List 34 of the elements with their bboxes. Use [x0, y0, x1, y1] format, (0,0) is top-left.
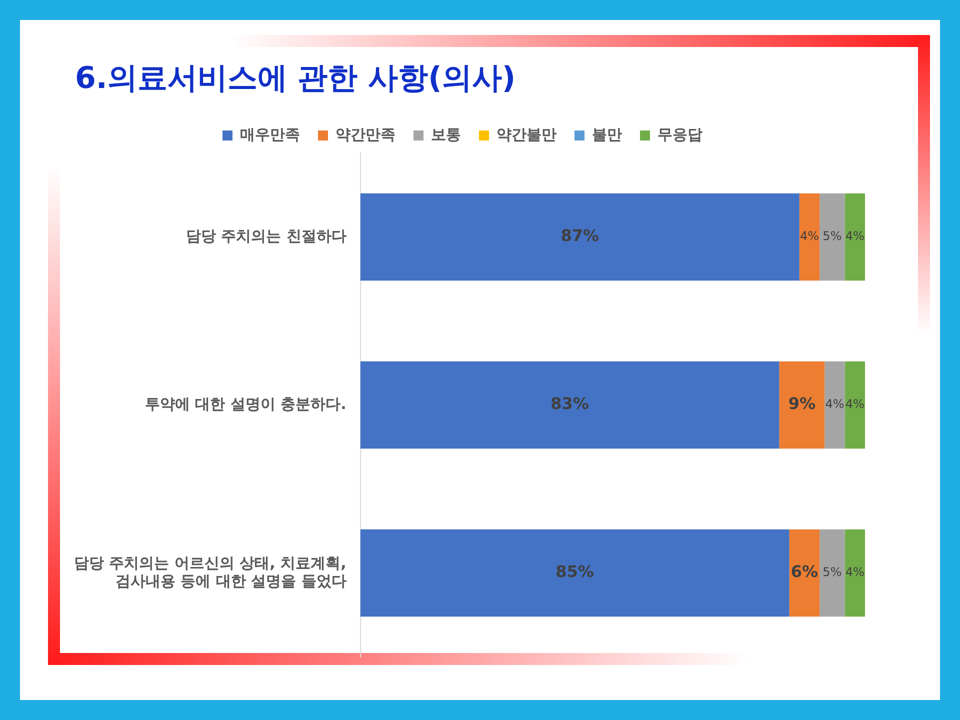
data-label: 9%: [788, 394, 816, 414]
data-label: 85%: [556, 562, 594, 582]
bar: [360, 361, 780, 449]
legend-label: 약간만족: [336, 125, 396, 144]
y-tick-label: 담당 주치의는 어르신의 상태, 치료계획, 검사내용 등에 대한 설명을 들었다: [74, 554, 346, 590]
bar: [844, 361, 865, 449]
data-label: 4%: [845, 229, 864, 244]
bar: [820, 193, 845, 281]
data-label: 4%: [800, 229, 820, 244]
chart-title: 6.의료서비스에 관한 사항(의사): [75, 60, 516, 98]
data-label: 4%: [825, 397, 844, 412]
bar: [360, 193, 800, 281]
data-label: 83%: [550, 394, 589, 414]
legend-label: 약간불만: [496, 125, 556, 144]
legend-label: 보통: [431, 125, 461, 144]
legend-label: 불만: [592, 125, 622, 144]
legend-label: 무응답: [658, 125, 702, 144]
data-label: 4%: [845, 565, 864, 580]
bar: [844, 193, 865, 281]
data-label: 4%: [845, 397, 864, 412]
legend-label: 매우만족: [240, 125, 300, 144]
y-tick-label: 담당 주치의는 친절하다: [186, 226, 346, 245]
data-label: 87%: [560, 226, 599, 246]
bar: [820, 529, 845, 617]
bar: [360, 529, 790, 617]
data-label: 5%: [822, 565, 842, 580]
bar: [844, 529, 865, 617]
bar: [824, 361, 845, 449]
y-tick-label: 투약에 대한 설명이 충분하다.: [144, 394, 346, 413]
data-label: 6%: [790, 562, 818, 582]
bar: [779, 361, 825, 449]
bar: [789, 529, 820, 617]
bar: [799, 193, 820, 281]
data-label: 5%: [822, 229, 842, 244]
